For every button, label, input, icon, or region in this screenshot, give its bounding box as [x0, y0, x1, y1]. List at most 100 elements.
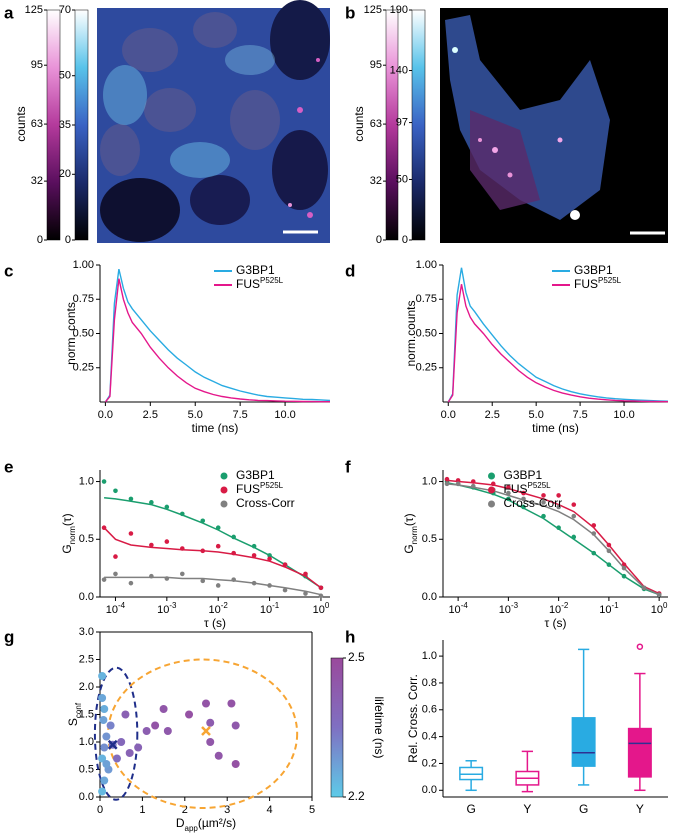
legend-label-part: P525L [260, 276, 284, 285]
y-tick-label: 0.6 [422, 704, 437, 716]
data-point [151, 721, 160, 730]
legend-label: FUSP525L [236, 276, 284, 292]
cluster-center [107, 739, 118, 750]
legend-swatch [488, 486, 495, 494]
y-axis-label: Rel. Cross. Corr. [406, 674, 420, 763]
colorbar-tick-label: 95 [370, 59, 382, 71]
x-tick-label: 100 [651, 601, 668, 616]
x-tick-label: 5 [309, 804, 315, 816]
x-tick-label: 10-3 [499, 601, 519, 616]
y-tick-label: 0.0 [79, 791, 94, 803]
x-tick-label: 7.5 [572, 409, 587, 421]
y-axis-label-part: norm [68, 526, 77, 545]
y-axis-label-part: norm [410, 526, 419, 545]
fit-line [103, 527, 322, 589]
legend-label-part: FUS [236, 482, 260, 496]
data-point [99, 716, 108, 724]
legend-label: Cross-Corr [504, 496, 563, 510]
series-line [104, 278, 330, 403]
x-axis-label: time (ns) [532, 421, 579, 435]
x-tick-label: G [579, 802, 588, 816]
fit-line [104, 496, 322, 589]
y-tick-label: 0.50 [416, 327, 437, 339]
x-tick-label-part: 10 [499, 604, 511, 616]
data-point [100, 743, 109, 752]
legend-swatch [220, 472, 228, 480]
legend-swatch [220, 500, 228, 508]
x-tick-label: G [466, 802, 475, 816]
data-point [556, 493, 561, 498]
data-point [206, 738, 215, 746]
x-tick-label-part: 10 [599, 604, 611, 616]
colorbar-label: counts [352, 106, 366, 141]
data-point [100, 705, 109, 713]
micrograph-a [97, 0, 330, 243]
colorbar-tick-label: 0 [376, 234, 382, 246]
y-tick-label: 0.4 [422, 731, 437, 743]
x-tick-label: 10-1 [599, 601, 619, 616]
x-axis-label-part: time (ns) [532, 421, 579, 435]
y-tick-label: 0.0 [79, 591, 94, 603]
y-tick-label: 0.0 [422, 784, 437, 796]
data-point [571, 502, 577, 507]
x-tick-label-part: -4 [118, 601, 126, 610]
y-tick-label: 1.00 [416, 259, 437, 271]
cluster-center [201, 726, 211, 736]
x-tick-label: 0.0 [441, 409, 456, 421]
colorbar-tick-label: 32 [31, 175, 43, 187]
x-tick-label: 4 [267, 804, 273, 816]
data-point [100, 776, 109, 785]
y-tick-label: 1.00 [73, 259, 94, 271]
data-point [113, 571, 118, 577]
y-axis-label-part: conf [74, 702, 83, 718]
x-tick-label-part: 10 [313, 604, 325, 616]
colorbar-tick-label: 2.2 [348, 789, 365, 803]
fit-line [446, 481, 660, 596]
colorbar [46, 9, 61, 241]
y-axis-label: Sconf [66, 702, 82, 726]
x-tick-label-part: 10 [157, 604, 169, 616]
x-tick-label-part: -3 [511, 601, 519, 610]
data-point [112, 754, 121, 763]
data-point [214, 751, 223, 760]
data-point [444, 481, 450, 487]
y-axis-label-part: norm.counts [404, 300, 418, 366]
data-point [164, 504, 170, 510]
y-axis-label: Gnorm(τ) [60, 513, 76, 553]
y-axis-label-part: G [60, 544, 74, 553]
x-tick-label: 5.0 [529, 409, 544, 421]
colorbar-tick-label: 35 [59, 119, 71, 131]
y-tick-label: 0.25 [416, 362, 437, 374]
x-tick-label: 10-2 [209, 601, 229, 616]
x-tick-label-part: -1 [611, 601, 619, 610]
data-point [98, 672, 107, 680]
x-tick-label: 2.5 [143, 409, 158, 421]
colorbar-tick-label: 20 [59, 168, 71, 180]
data-point [102, 732, 111, 741]
legend-label-part: Cross-Corr [504, 496, 563, 510]
legend-label: Cross-Corr [236, 496, 295, 510]
micrograph-b [440, 8, 668, 243]
fit-line [446, 479, 660, 595]
colorbar-tick-label: 2.5 [348, 650, 365, 664]
data-point [149, 500, 154, 505]
cluster-ellipse [93, 666, 139, 801]
x-tick-label: 5.0 [188, 409, 203, 421]
colorbar-tick-label: 125 [25, 4, 43, 16]
x-axis-label: τ (s) [204, 616, 226, 630]
legend-swatch [220, 486, 228, 494]
panel-label: e [4, 457, 13, 476]
x-tick-label-part: 10 [209, 604, 221, 616]
data-point [506, 490, 511, 496]
data-point [180, 571, 185, 577]
data-point [185, 710, 194, 719]
data-point [128, 531, 134, 536]
legend-label-part: G3BP1 [236, 468, 275, 482]
y-tick-label: 0.5 [422, 533, 437, 545]
x-tick-label-part: -3 [169, 601, 177, 610]
x-tick-label: 2 [182, 804, 188, 816]
legend-label: FUSP525L [574, 276, 622, 292]
panel-label: d [345, 261, 355, 280]
legend-label: G3BP1 [504, 468, 543, 482]
